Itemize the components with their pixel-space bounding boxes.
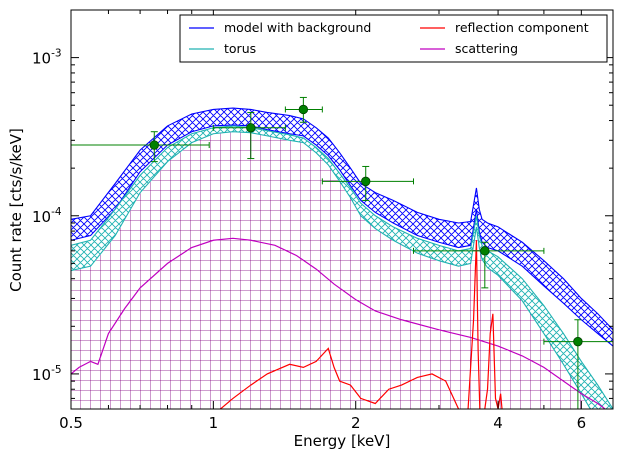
y-tick-label: 10-4 [32, 206, 62, 226]
x-tick-label: 1 [209, 414, 219, 432]
data-point-2 [212, 111, 286, 160]
y-tick-label: 10-5 [32, 364, 62, 384]
data-point-5 [413, 241, 545, 289]
plot-layer [71, 96, 613, 409]
scattering-line [71, 237, 607, 409]
torus-band [71, 125, 613, 409]
legend-label: model with background [224, 20, 371, 35]
x-tick-label: 2 [351, 414, 361, 432]
data-point-marker [149, 140, 159, 150]
torus-upper-line [71, 125, 613, 409]
data-point-4 [321, 165, 415, 201]
x-tick-label: 6 [577, 414, 587, 432]
y-axis-title: Count rate [cts/s/keV] [7, 128, 25, 292]
reflection-component-line [219, 240, 503, 409]
data-point-marker [298, 104, 309, 115]
x-axis-title: Energy [keV] [294, 432, 391, 450]
legend-box [179, 14, 608, 63]
plot-frame [70, 9, 614, 410]
legend-item-model-with-background: model with background [189, 20, 371, 35]
legend-label: scattering [455, 41, 518, 56]
legend-item-torus: torus [189, 41, 256, 56]
legend-label: reflection component [455, 20, 589, 35]
legend: model with background reflection componen… [179, 14, 608, 63]
x-tick-label: 4 [493, 414, 503, 432]
y-tick-label: 10-3 [32, 48, 62, 68]
x-tick-label: 0.5 [59, 414, 83, 432]
data-point-3 [284, 96, 323, 123]
model-with-background-lower-line [71, 124, 613, 347]
data-point-marker [361, 176, 371, 187]
data-point-1 [71, 131, 210, 163]
legend-label: torus [224, 41, 256, 56]
model-with-background-upper-line [71, 107, 613, 331]
torus-lower-line [71, 131, 592, 409]
data-point-6 [543, 319, 613, 409]
data-point-marker [573, 336, 583, 347]
data-point-marker [246, 123, 256, 133]
data-point-marker [480, 246, 490, 256]
legend-item-reflection-component: reflection component [420, 20, 589, 35]
legend-item-scattering: scattering [420, 41, 518, 56]
axes-layer: 0.5 1 2 4 6 10-5 10-4 10-3 [32, 10, 613, 432]
